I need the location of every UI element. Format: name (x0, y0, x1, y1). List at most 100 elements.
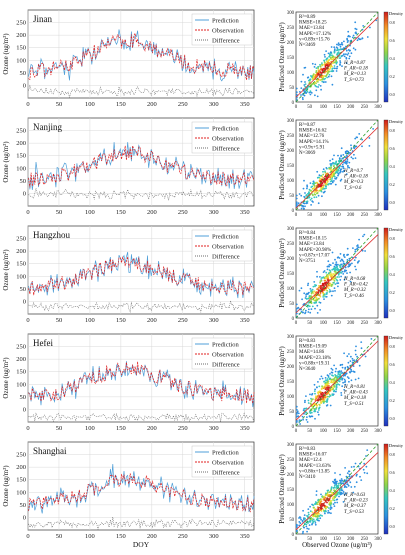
scatter-point (340, 394, 343, 396)
scatter-point (348, 380, 350, 383)
scatter-point (347, 52, 350, 55)
scatter-point (331, 158, 334, 161)
scatter-point (300, 94, 302, 96)
scatter-point (318, 285, 320, 287)
scatter-point (325, 271, 328, 274)
scatter-x-tick-label: 200 (347, 537, 355, 542)
scatter-point (362, 25, 365, 27)
x-tick-label: 250 (178, 101, 188, 108)
scatter-point (333, 486, 336, 489)
scatter-point (318, 503, 321, 506)
y-tick-label: 150 (16, 369, 26, 376)
scatter-point (312, 518, 315, 521)
scatter-point (318, 297, 320, 300)
scatter-point (311, 288, 314, 291)
scatter-point (324, 383, 327, 386)
scatter-point (352, 491, 355, 494)
scatter-point (329, 53, 331, 55)
scatter-point (330, 51, 332, 53)
scatter-point (310, 298, 313, 301)
scatter-point (327, 275, 329, 277)
colorbar-tick-label: 0.0 (390, 416, 395, 421)
scatter-point (345, 173, 348, 176)
scatter-point (324, 77, 326, 80)
scatter-point (313, 193, 316, 196)
scatter-point (335, 70, 338, 72)
scatter-point (317, 391, 320, 394)
scatter-point (311, 62, 314, 65)
scatter-point (335, 493, 338, 495)
scatter-point (333, 67, 336, 70)
scatter-point (321, 515, 323, 517)
x-tick-label: 50 (56, 317, 63, 324)
scatter-point (315, 395, 317, 397)
scatter-point (332, 378, 334, 381)
scatter-point (330, 388, 333, 391)
scatter-point (348, 263, 350, 266)
scatter-point (321, 284, 324, 287)
scatter-point (316, 506, 319, 508)
scatter-point (321, 62, 323, 64)
y-tick-label: 150 (16, 477, 26, 484)
scatter-point (310, 186, 313, 189)
scatter-point (341, 378, 343, 381)
scatter-point (326, 392, 328, 395)
x-tick-label: 350 (240, 425, 250, 432)
scatter-point (347, 152, 350, 155)
scatter-point (323, 495, 326, 498)
scatter-point (321, 80, 324, 83)
scatter-point (354, 256, 357, 259)
scatter-point (320, 76, 323, 79)
scatter-point (368, 145, 371, 147)
scatter-point (309, 182, 312, 185)
scatter-point (312, 515, 315, 518)
scatter-point (333, 389, 336, 392)
scatter-point (322, 282, 325, 285)
scatter-point (349, 280, 352, 283)
scatter-y-tick-label: 150 (287, 56, 295, 61)
scatter-point (368, 137, 371, 139)
colorbar-tick-label: 0.0 (390, 308, 395, 313)
x-tick-label: 250 (178, 317, 188, 324)
x-tick-label: 50 (56, 425, 63, 432)
scatter-point (326, 268, 329, 271)
scatter-point (308, 295, 311, 297)
scatter-point (300, 518, 302, 521)
scatter-stat-text: y=0.89x+15.76 (299, 37, 330, 42)
scatter-point (318, 286, 321, 289)
scatter-point (327, 493, 329, 496)
colorbar-label: Density (389, 443, 404, 448)
scatter-point (345, 486, 348, 488)
scatter-x-tick-label: 50 (307, 105, 312, 110)
series-line-prediction (28, 361, 255, 408)
scatter-point (330, 371, 333, 374)
y-tick-label: 0 (23, 406, 26, 413)
scatter-point (331, 54, 333, 57)
scatter-point (328, 502, 331, 504)
scatter-y-tick-label: 0 (292, 425, 295, 430)
scatter-point (323, 59, 326, 62)
scatter-point (354, 145, 357, 148)
scatter-point (322, 81, 325, 84)
panel-title: Jinan (33, 14, 52, 24)
scatter-point (350, 466, 353, 468)
scatter-point (335, 387, 338, 389)
scatter-point (306, 527, 309, 530)
x-tick-label: 0 (26, 209, 29, 216)
series-line-prediction (28, 142, 255, 191)
y-axis-label: Ozone (ug/m³) (2, 141, 10, 183)
y-tick-label: 150 (16, 153, 26, 160)
scatter-point (310, 189, 312, 192)
scatter-x-tick-label: 300 (374, 429, 382, 434)
panel-title: Shanghai (33, 446, 67, 456)
scatter-stat-text: N=3410 (299, 475, 316, 480)
legend-label-prediction: Prediction (212, 126, 239, 133)
scatter-point (338, 384, 341, 386)
scatter-point (308, 291, 310, 294)
scatter-point (303, 522, 306, 525)
scatter-y-tick-label: 200 (287, 149, 295, 154)
scatter-point (327, 287, 330, 289)
scatter-point (295, 307, 298, 310)
y-tick-label: 50 (20, 502, 27, 509)
scatter-point (314, 299, 316, 302)
